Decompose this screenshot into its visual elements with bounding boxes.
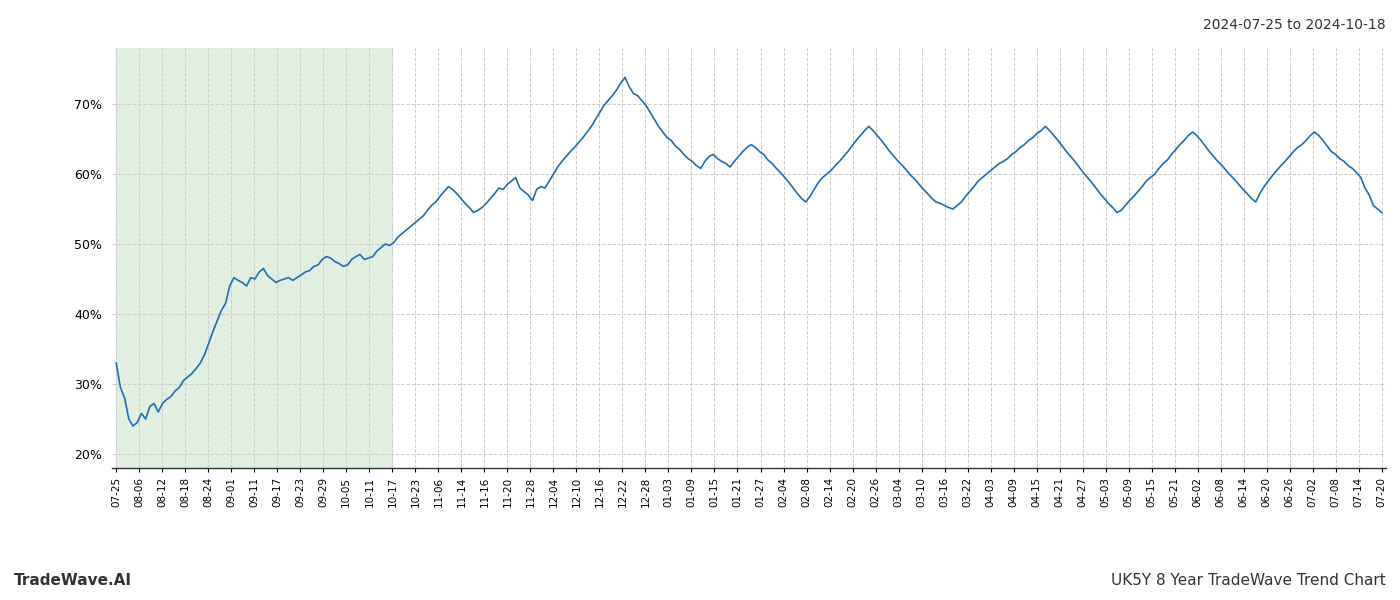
Text: 2024-07-25 to 2024-10-18: 2024-07-25 to 2024-10-18 xyxy=(1204,18,1386,32)
Bar xyxy=(116,48,392,468)
Text: UK5Y 8 Year TradeWave Trend Chart: UK5Y 8 Year TradeWave Trend Chart xyxy=(1112,573,1386,588)
Text: TradeWave.AI: TradeWave.AI xyxy=(14,573,132,588)
